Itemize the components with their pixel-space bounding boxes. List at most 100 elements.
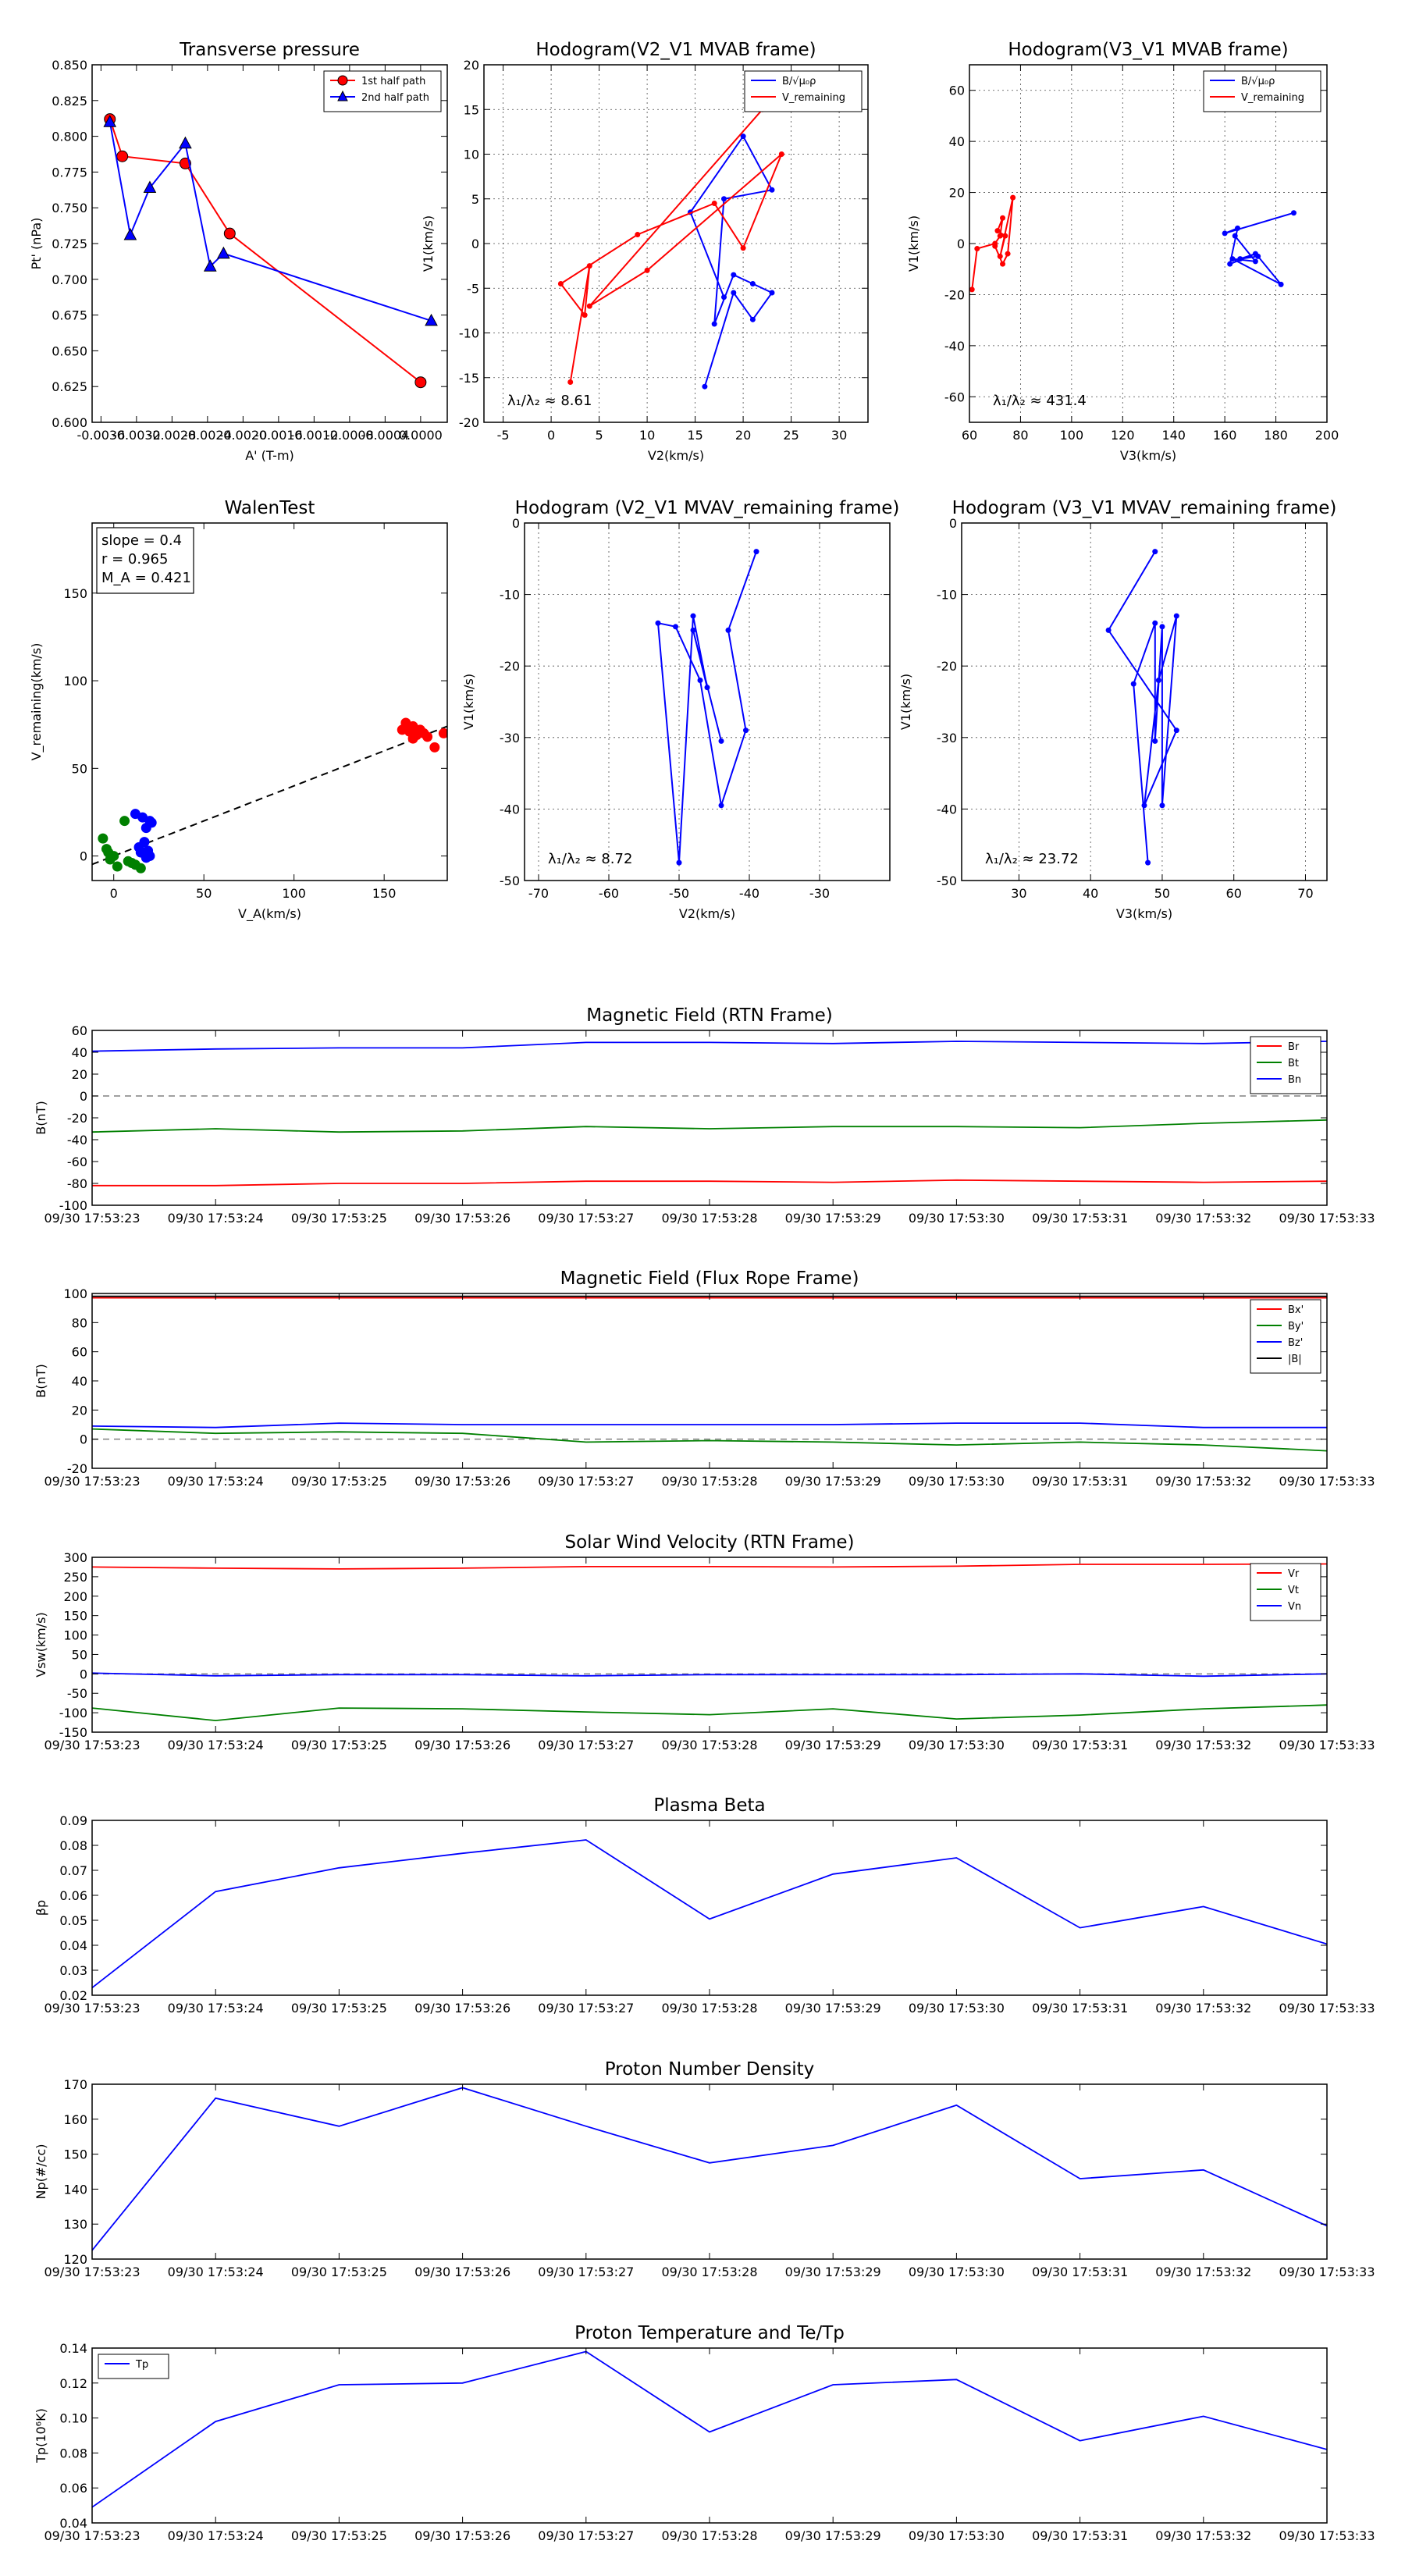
x-tick-label: 09/30 17:53:24 <box>168 1211 264 1226</box>
y-tick-label: 0.12 <box>59 2376 87 2391</box>
x-tick-label: -0.0004 <box>361 428 409 443</box>
axes-frame <box>524 522 891 881</box>
y-axis-label: Vsw(km/s) <box>34 1612 48 1677</box>
x-axis-label: V_A(km/s) <box>238 906 301 922</box>
y-tick-label: 50 <box>72 1647 87 1662</box>
legend-text: M_A = 0.421 <box>101 570 191 586</box>
legend-label: 2nd half path <box>361 92 429 104</box>
legend-label: Br <box>1288 1041 1300 1053</box>
x-tick-label: 25 <box>783 428 799 443</box>
x-tick-label: 09/30 17:53:31 <box>1032 1474 1128 1489</box>
data-point <box>718 738 724 744</box>
y-tick-label: -50 <box>67 1686 87 1701</box>
x-tick-label: 09/30 17:53:32 <box>1155 1211 1251 1226</box>
data-point <box>586 303 592 309</box>
legend-marker <box>337 75 348 86</box>
y-tick-label: 0.06 <box>59 2481 87 2496</box>
y-axis-label: βp <box>34 1900 48 1916</box>
series-line-0 <box>1107 551 1178 863</box>
series-line-1 <box>92 1428 1327 1452</box>
axes-frame <box>91 1293 1328 1469</box>
legend-box <box>1250 1299 1321 1374</box>
data-point <box>1235 225 1240 231</box>
x-tick-label: 70 <box>1297 886 1313 901</box>
x-tick-label: 09/30 17:53:29 <box>785 1738 881 1752</box>
axes-frame <box>91 2347 1328 2524</box>
y-tick-label: 250 <box>63 1570 87 1585</box>
data-point <box>422 731 433 742</box>
data-point <box>217 246 230 259</box>
data-point <box>994 228 1001 234</box>
x-tick-label: 09/30 17:53:24 <box>168 1474 264 1489</box>
series-line-1 <box>92 1119 1327 1133</box>
x-tick-label: -0.0024 <box>183 428 232 443</box>
x-tick-label: 150 <box>372 886 397 901</box>
x-tick-label: 09/30 17:53:23 <box>44 2001 140 2016</box>
data-point <box>1105 627 1112 633</box>
x-tick-label: 09/30 17:53:33 <box>1279 2528 1375 2543</box>
x-tick-label: 100 <box>282 886 306 901</box>
y-tick-label: 140 <box>63 2182 87 2197</box>
data-point <box>635 232 641 238</box>
axes-frame <box>91 522 448 881</box>
chart-title: Transverse pressure <box>179 40 360 60</box>
data-point <box>1155 678 1161 684</box>
y-tick-label: -60 <box>944 390 965 404</box>
data-point <box>690 613 696 619</box>
ratio-annotation: λ₁/λ₂ ≈ 23.72 <box>985 851 1079 867</box>
y-tick-label: -50 <box>500 873 520 888</box>
y-tick-label: 20 <box>949 186 965 201</box>
x-tick-label: 50 <box>1154 886 1170 901</box>
y-tick-label: -10 <box>500 588 520 603</box>
y-tick-label: 0.06 <box>59 1888 87 1903</box>
data-point <box>655 620 661 626</box>
x-tick-label: 09/30 17:53:30 <box>909 1211 1005 1226</box>
y-axis-label: V1(km/s) <box>461 674 476 730</box>
x-tick-label: -30 <box>809 886 830 901</box>
chart-walen: 0 50 100 150 0 50 100 150 WalenTest V_A(km/s) V_re… <box>29 498 448 922</box>
x-tick-label: 15 <box>687 428 702 443</box>
axes-frame <box>91 2083 1328 2260</box>
data-point <box>179 136 192 149</box>
y-tick-label: -20 <box>937 659 957 674</box>
x-tick-label: 09/30 17:53:27 <box>538 2528 634 2543</box>
x-tick-label: 80 <box>1012 428 1028 443</box>
x-tick-label: 09/30 17:53:30 <box>909 1738 1005 1752</box>
y-tick-label: -40 <box>937 802 957 817</box>
legend-box <box>98 2354 169 2379</box>
x-tick-label: 09/30 17:53:23 <box>44 1474 140 1489</box>
data-point <box>1237 256 1243 262</box>
axes-frame <box>91 1820 1328 1996</box>
y-tick-label: 0 <box>512 516 520 531</box>
data-point <box>414 376 427 389</box>
x-tick-label: 09/30 17:53:33 <box>1279 2265 1375 2279</box>
x-tick-label: 200 <box>1315 428 1339 443</box>
x-tick-label: 160 <box>1213 428 1237 443</box>
series-line-1 <box>559 109 783 382</box>
data-point <box>673 624 678 630</box>
y-tick-label: 200 <box>63 1589 87 1604</box>
y-tick-label: -30 <box>937 731 957 745</box>
y-tick-label: 10 <box>464 148 479 162</box>
x-tick-label: 0 <box>547 428 555 443</box>
x-tick-label: 140 <box>1161 428 1186 443</box>
data-point <box>1159 802 1165 809</box>
y-tick-label: 100 <box>63 1286 87 1301</box>
data-point <box>690 627 696 633</box>
data-point <box>1000 261 1006 267</box>
legend-box <box>1250 1036 1321 1094</box>
x-tick-label: 09/30 17:53:32 <box>1155 2528 1251 2543</box>
legend-label: Bx' <box>1288 1304 1304 1316</box>
x-tick-label: 09/30 17:53:26 <box>414 2528 510 2543</box>
data-point <box>711 321 717 327</box>
y-tick-label: 0.07 <box>59 1863 87 1878</box>
x-tick-label: 09/30 17:53:23 <box>44 2528 140 2543</box>
x-tick-label: -0.0008 <box>325 428 374 443</box>
data-point <box>974 246 980 252</box>
plot-area <box>92 717 447 873</box>
x-tick-label: 09/30 17:53:26 <box>414 2001 510 2016</box>
x-tick-label: 09/30 17:53:25 <box>291 2528 387 2543</box>
x-tick-label: 09/30 17:53:28 <box>661 2265 757 2279</box>
y-tick-label: 40 <box>949 134 965 149</box>
x-tick-label: 09/30 17:53:26 <box>414 1474 510 1489</box>
